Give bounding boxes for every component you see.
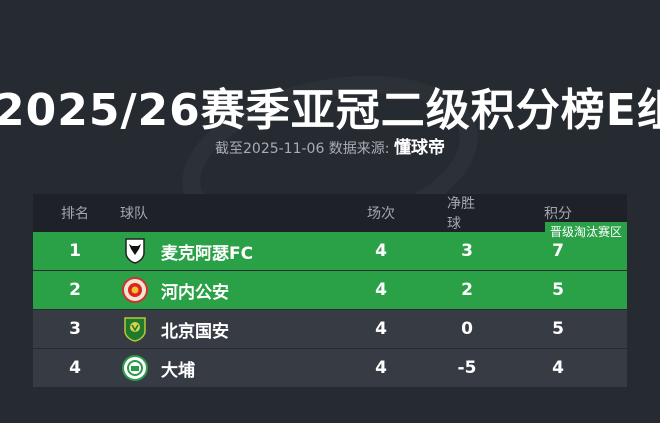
- played: 4: [375, 358, 387, 378]
- table-row[interactable]: 1 麦克阿瑟FC 4 3 7: [33, 232, 627, 271]
- rank: 3: [69, 319, 81, 339]
- goal-difference: 2: [461, 280, 473, 300]
- goal-difference: 0: [461, 319, 473, 339]
- team-name: 麦克阿瑟FC: [161, 243, 254, 264]
- date-source-text: 截至2025-11-06 数据来源:: [215, 141, 390, 157]
- table-header: 排名 球队 场次 净胜球 积分 晋级淘汰赛区: [33, 194, 627, 241]
- standings-table: 排名 球队 场次 净胜球 积分 晋级淘汰赛区 1 麦克阿瑟FC 4 3 7 2 …: [33, 194, 627, 388]
- header-rank: 排名: [61, 206, 89, 222]
- header-team: 球队: [120, 206, 148, 222]
- cong-an-ha-noi-crest-icon: [121, 271, 149, 309]
- played: 4: [375, 241, 387, 261]
- goal-difference: 3: [461, 241, 473, 261]
- table-row[interactable]: 2 河内公安 4 2 5: [33, 271, 627, 310]
- points: 5: [552, 280, 564, 300]
- points: 5: [552, 319, 564, 339]
- header-gd: 净胜球: [447, 196, 475, 232]
- macarthur-fc-crest-icon: [121, 232, 149, 270]
- played: 4: [375, 319, 387, 339]
- header-played: 场次: [367, 206, 395, 222]
- table-row[interactable]: 3 北京国安 4 0 5: [33, 310, 627, 349]
- goal-difference: -5: [457, 358, 477, 378]
- source-name: 懂球帝: [393, 138, 445, 158]
- team-name: 河内公安: [161, 282, 229, 303]
- rank: 2: [69, 280, 81, 300]
- played: 4: [375, 280, 387, 300]
- points: 7: [552, 241, 564, 261]
- table-row[interactable]: 4 大埔 4 -5 4: [33, 349, 627, 388]
- page-title: 2025/26赛季亚冠二级积分榜E组: [0, 85, 660, 136]
- points: 4: [552, 358, 564, 378]
- team-name: 大埔: [161, 360, 195, 381]
- header-points: 积分: [544, 206, 572, 222]
- subtitle: 截至2025-11-06 数据来源: 懂球帝: [0, 133, 660, 158]
- beijing-guoan-crest-icon: [121, 310, 149, 348]
- rank: 4: [69, 358, 81, 378]
- tai-po-crest-icon: [121, 349, 149, 387]
- rank: 1: [69, 241, 81, 261]
- qualification-zone-badge: 晋级淘汰赛区: [544, 222, 627, 241]
- team-name: 北京国安: [161, 321, 229, 342]
